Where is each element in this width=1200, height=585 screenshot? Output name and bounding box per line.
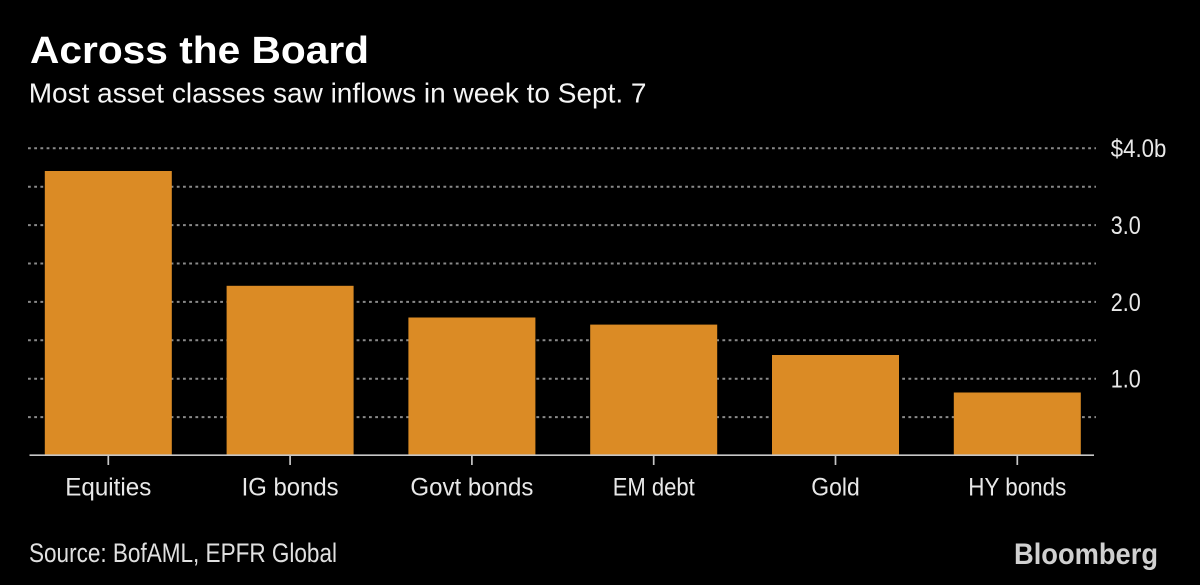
svg-text:IG bonds: IG bonds — [242, 473, 339, 501]
svg-text:Most asset classes saw inflows: Most asset classes saw inflows in week t… — [29, 77, 647, 108]
svg-text:3.0: 3.0 — [1111, 212, 1141, 240]
svg-text:Govt bonds: Govt bonds — [410, 473, 533, 501]
svg-text:$4.0b: $4.0b — [1111, 135, 1167, 163]
svg-text:Equities: Equities — [65, 473, 151, 501]
svg-text:Bloomberg: Bloomberg — [1014, 538, 1158, 571]
svg-text:EM debt: EM debt — [613, 473, 695, 501]
svg-text:Across the Board: Across the Board — [30, 30, 369, 72]
svg-text:Gold: Gold — [811, 473, 859, 501]
svg-text:1.0: 1.0 — [1111, 366, 1141, 394]
svg-text:2.0: 2.0 — [1111, 289, 1141, 317]
svg-text:Source: BofAML, EPFR Global: Source: BofAML, EPFR Global — [29, 538, 337, 568]
svg-text:HY bonds: HY bonds — [968, 473, 1066, 501]
